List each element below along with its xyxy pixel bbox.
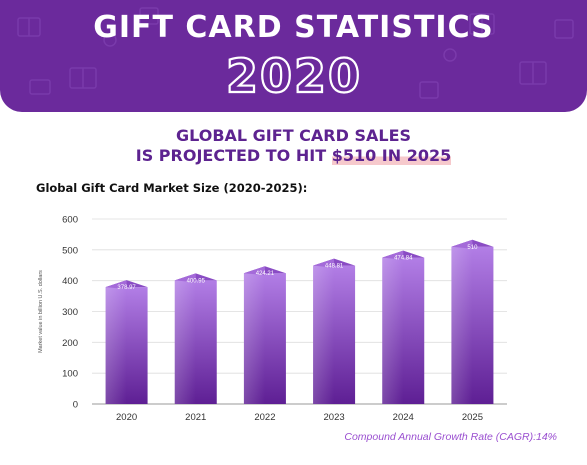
bar-highlight	[243, 273, 265, 404]
y-tick-label: 400	[62, 276, 78, 287]
headline-highlight: $510 IN 2025	[331, 146, 452, 165]
y-axis-label: Market value in billion U.S. dollars	[38, 270, 44, 353]
header-banner: GIFT CARD STATISTICS 2020	[0, 0, 587, 112]
y-tick-label: 300	[62, 307, 78, 318]
data-label: 400.95	[187, 278, 206, 284]
x-tick-label: 2020	[116, 412, 137, 423]
year-text: 2020	[225, 50, 361, 100]
data-label: 474.84	[394, 256, 413, 262]
data-label: 424.21	[256, 271, 275, 277]
headline-line-1: GLOBAL GIFT CARD SALES	[175, 126, 412, 145]
x-tick-label: 2024	[393, 412, 414, 423]
data-label: 448.81	[325, 264, 344, 270]
bar-highlight	[382, 257, 404, 404]
bar-cap-light	[243, 266, 265, 276]
headline-prefix: IS PROJECTED TO HIT	[135, 146, 327, 165]
y-tick-label: 0	[73, 400, 78, 411]
y-tick-label: 100	[62, 369, 78, 380]
page-title: GIFT CARD STATISTICS	[93, 10, 494, 45]
y-tick-label: 500	[62, 245, 78, 256]
gift-pattern-background	[17, 7, 574, 99]
bar-highlight	[105, 287, 127, 404]
data-label: 378.97	[117, 285, 136, 291]
bar-chart: 0 100 200 300 400 500 600 Market value in billi…	[38, 215, 507, 423]
x-tick-label: 2022	[254, 412, 275, 423]
x-tick-label: 2023	[324, 412, 345, 423]
bar-cap-light	[105, 280, 127, 290]
headline-line-2: IS PROJECTED TO HIT $510 IN 2025	[0, 146, 587, 166]
bar-cap-light	[174, 273, 196, 283]
data-label: 510	[467, 245, 478, 251]
bar-cap-light	[451, 239, 473, 249]
x-tick-label: 2021	[185, 412, 206, 423]
bar-highlight	[451, 246, 473, 404]
cagr-footnote: Compound Annual Growth Rate (CAGR):14%	[344, 431, 557, 443]
bar-cap-light	[313, 258, 335, 268]
bar-cap-light	[382, 250, 404, 260]
bar-highlight	[174, 280, 196, 404]
chart-title: Global Gift Card Market Size (2020-2025)…	[36, 181, 308, 195]
year-heading: 2020	[0, 50, 587, 100]
y-tick-label: 200	[62, 338, 78, 349]
y-tick-label: 600	[62, 215, 78, 226]
bar-highlight	[313, 265, 335, 404]
headline: GLOBAL GIFT CARD SALES IS PROJECTED TO H…	[0, 126, 587, 166]
x-tick-label: 2025	[462, 412, 483, 423]
